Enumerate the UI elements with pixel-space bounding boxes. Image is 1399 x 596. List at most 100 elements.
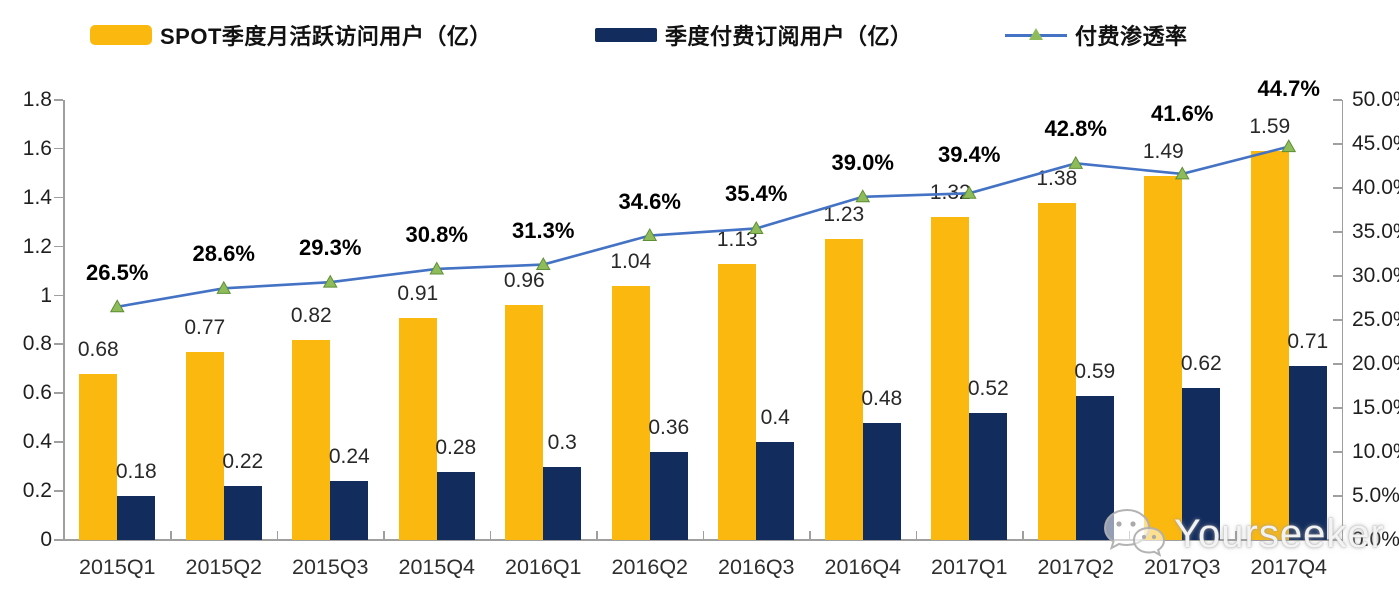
- bar-subscribers: [756, 442, 795, 540]
- x-axis-tick: [1235, 531, 1237, 540]
- mau-legend-swatch-icon: [90, 25, 152, 45]
- bar-label-subscribers: 0.36: [648, 416, 690, 439]
- x-axis-tick: [170, 531, 172, 540]
- penetration-marker-icon: [535, 257, 551, 271]
- bar-mau: [398, 317, 437, 540]
- bar-subscribers: [1288, 366, 1327, 540]
- bar-subscribers: [1075, 395, 1114, 540]
- bar-label-mau: 1.38: [1036, 166, 1078, 190]
- y-axis-left-tick: [54, 196, 63, 199]
- bar-subscribers: [862, 422, 901, 540]
- penetration-label: 41.6%: [1151, 100, 1214, 126]
- y-axis-left-tick: [54, 245, 63, 248]
- x-axis-category-label: 2015Q4: [398, 555, 475, 579]
- x-axis-tick: [702, 531, 704, 540]
- bar-label-subscribers: 0.28: [435, 435, 477, 459]
- x-axis-category-label: 2017Q2: [1037, 555, 1114, 579]
- bar-mau: [505, 305, 544, 540]
- bar-label-mau: 1.49: [1142, 139, 1184, 163]
- y-axis-right-tick: [1333, 451, 1342, 453]
- bar-mau: [79, 373, 118, 540]
- x-axis-tick: [596, 531, 598, 540]
- penetration-marker-icon: [1281, 139, 1297, 153]
- y-axis-right-tick: [1333, 363, 1342, 365]
- y-axis-right-label: 45.0%: [1352, 132, 1399, 155]
- y-axis-right-tick: [1333, 407, 1342, 409]
- bar-label-subscribers: 0.3: [547, 430, 577, 454]
- y-axis-right-tick: [1333, 143, 1342, 145]
- legend-item-mau: SPOT季度月活跃访问用户（亿）: [90, 20, 492, 50]
- bar-label-mau: 0.68: [77, 337, 119, 361]
- legend-label-subscribers: 季度付费订阅用户（亿）: [665, 24, 913, 49]
- bar-mau: [185, 351, 224, 540]
- y-axis-left-label: 1.4: [22, 185, 52, 209]
- bar-label-subscribers: 0.24: [328, 445, 370, 469]
- bar-subscribers: [649, 452, 688, 540]
- y-axis-right-label: 50.0%: [1352, 88, 1399, 111]
- y-axis-left-tick: [54, 99, 63, 101]
- bar-subscribers: [543, 466, 582, 540]
- y-axis-right-tick: [1333, 319, 1342, 321]
- y-axis-right-tick: [1333, 231, 1342, 233]
- bar-label-mau: 1.23: [823, 203, 865, 227]
- penetration-label: 29.3%: [299, 235, 362, 261]
- x-axis-category-label: 2017Q4: [1250, 555, 1327, 579]
- bar-mau: [718, 263, 757, 540]
- penetration-marker-icon: [322, 274, 338, 288]
- bar-subscribers: [436, 471, 475, 540]
- x-axis-category-label: 2016Q4: [824, 555, 901, 579]
- y-axis-right-tick: [1333, 99, 1342, 101]
- y-axis-left-tick: [54, 392, 63, 394]
- bar-label-mau: 0.77: [184, 315, 226, 339]
- y-axis-right-line: [1341, 100, 1343, 540]
- y-axis-left-tick: [54, 147, 63, 150]
- y-axis-right-tick: [1333, 539, 1342, 541]
- x-axis-category-label: 2015Q1: [78, 555, 156, 579]
- penetration-label: 39.4%: [938, 142, 1001, 168]
- penetration-marker-icon: [429, 261, 445, 275]
- penetration-label: 44.7%: [1257, 76, 1320, 102]
- x-axis-tick: [63, 531, 65, 540]
- y-axis-left-label: 0.2: [22, 479, 52, 503]
- y-axis-right-tick: [1333, 495, 1342, 497]
- y-axis-left-label: 1.2: [22, 234, 52, 258]
- penetration-marker-icon: [642, 228, 658, 242]
- bar-label-subscribers: 0.62: [1180, 352, 1222, 376]
- penetration-label: 34.6%: [618, 188, 681, 214]
- x-axis-tick: [383, 531, 385, 540]
- x-axis-tick: [276, 531, 278, 540]
- y-axis-right-label: 0.0%: [1352, 528, 1399, 551]
- penetration-marker-icon: [216, 280, 232, 294]
- penetration-label: 26.5%: [86, 259, 149, 285]
- bar-label-mau: 0.91: [397, 281, 439, 305]
- x-axis-category-label: 2016Q2: [611, 555, 688, 579]
- bar-subscribers: [1182, 388, 1221, 540]
- subscribers-legend-swatch-icon: [595, 28, 657, 42]
- bar-label-mau: 1.59: [1249, 115, 1291, 139]
- x-axis-tick: [489, 531, 491, 540]
- legend-item-penetration: 付费渗透率: [1005, 20, 1188, 50]
- penetration-label: 39.0%: [831, 149, 894, 175]
- penetration-label: 28.6%: [192, 241, 255, 267]
- legend-label-mau: SPOT季度月活跃访问用户（亿）: [160, 24, 492, 49]
- y-axis-right-label: 15.0%: [1352, 396, 1399, 419]
- y-axis-left-tick: [54, 294, 63, 297]
- bar-label-mau: 0.96: [503, 269, 545, 293]
- x-axis-tick: [915, 531, 917, 540]
- x-axis-category-label: 2016Q3: [717, 555, 795, 579]
- y-axis-left-tick: [54, 441, 63, 443]
- y-axis-left-tick: [54, 539, 63, 541]
- y-axis-right-tick: [1333, 187, 1342, 189]
- x-axis-tick: [1128, 531, 1130, 540]
- y-axis-right-tick: [1333, 275, 1342, 277]
- x-axis-category-label: 2015Q2: [185, 555, 262, 579]
- y-axis-right-label: 5.0%: [1352, 484, 1399, 507]
- bar-mau: [611, 285, 650, 540]
- bar-label-mau: 0.82: [290, 303, 332, 327]
- x-axis-category-label: 2015Q3: [291, 555, 369, 579]
- y-axis-left-label: 0.8: [22, 332, 52, 356]
- triangle-marker-icon: [1029, 28, 1043, 40]
- y-axis-right-label: 25.0%: [1352, 308, 1399, 331]
- y-axis-left-label: 1.8: [22, 88, 52, 111]
